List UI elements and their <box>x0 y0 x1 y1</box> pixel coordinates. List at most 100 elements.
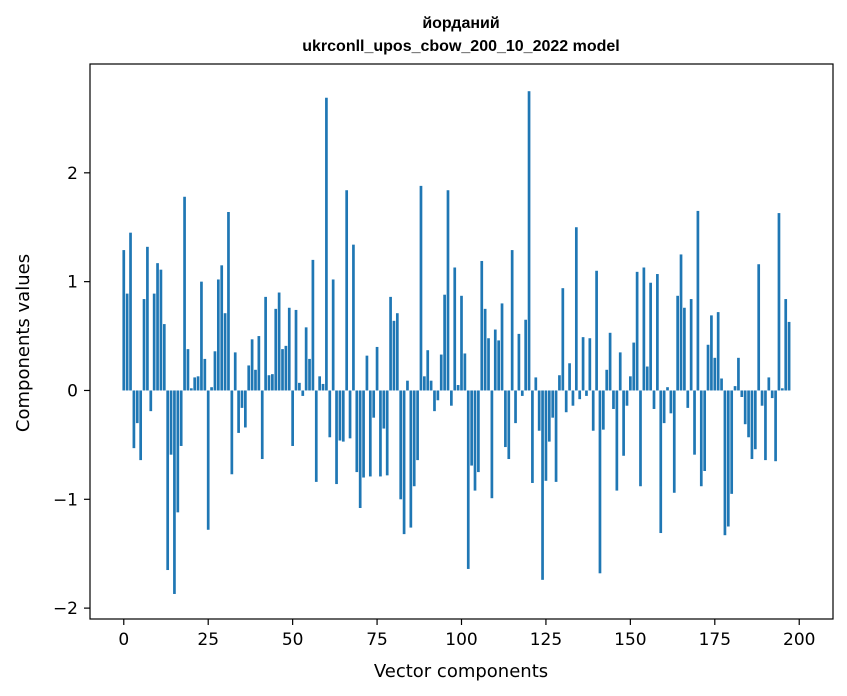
bars-group <box>122 91 791 594</box>
bar-157 <box>652 390 656 409</box>
x-tick-label: 75 <box>366 630 388 650</box>
bar-129 <box>558 375 561 391</box>
bar-11 <box>159 269 163 391</box>
chart-title: йорданий <box>422 15 499 32</box>
bar-3 <box>132 390 136 449</box>
bar-180 <box>730 390 734 494</box>
bar-13 <box>166 390 170 571</box>
bar-179 <box>726 390 730 527</box>
bar-169 <box>693 390 696 455</box>
bar-184 <box>743 390 747 425</box>
bar-163 <box>672 390 676 493</box>
bar-111 <box>497 340 501 391</box>
bar-124 <box>541 390 544 580</box>
bar-60 <box>325 97 328 391</box>
bar-21 <box>193 377 197 391</box>
bar-188 <box>757 264 761 391</box>
bar-56 <box>311 259 315 391</box>
bar-192 <box>770 390 774 399</box>
bar-108 <box>487 338 490 391</box>
bar-50 <box>291 390 294 446</box>
bar-196 <box>784 299 788 391</box>
bar-84 <box>406 380 409 391</box>
y-tick-label: 1 <box>67 273 78 293</box>
bar-39 <box>254 369 257 391</box>
bar-123 <box>537 390 541 431</box>
bar-154 <box>642 267 646 391</box>
bar-29 <box>220 265 224 391</box>
bar-137 <box>585 390 588 396</box>
bar-82 <box>399 390 403 500</box>
bar-162 <box>669 390 673 414</box>
bar-187 <box>753 390 757 450</box>
bar-73 <box>368 390 372 477</box>
bar-107 <box>483 308 487 391</box>
bar-26 <box>210 387 213 391</box>
bar-164 <box>676 295 679 391</box>
bar-168 <box>689 299 693 391</box>
bar-115 <box>510 250 514 391</box>
bar-86 <box>412 390 416 487</box>
bar-161 <box>666 387 669 391</box>
bar-105 <box>477 390 480 473</box>
bar-139 <box>591 390 595 431</box>
bar-131 <box>564 390 568 413</box>
bar-85 <box>409 390 413 528</box>
bar-112 <box>500 303 504 391</box>
bar-81 <box>395 313 399 391</box>
bar-90 <box>426 350 430 391</box>
bar-14 <box>169 390 173 455</box>
bar-80 <box>392 320 396 391</box>
bar-34 <box>237 390 240 433</box>
bar-159 <box>659 390 663 534</box>
bar-101 <box>463 353 467 391</box>
bar-178 <box>723 390 727 536</box>
bar-23 <box>200 281 203 391</box>
x-tick-label: 0 <box>118 630 129 650</box>
x-axis-label: Vector components <box>374 661 548 682</box>
bar-118 <box>520 390 524 396</box>
bar-186 <box>750 390 754 460</box>
bar-61 <box>328 390 332 438</box>
bar-75 <box>375 346 379 391</box>
bar-91 <box>429 380 433 391</box>
bar-76 <box>379 390 382 477</box>
bar-185 <box>747 390 750 438</box>
bar-6 <box>142 299 146 391</box>
bar-143 <box>605 369 609 391</box>
bar-128 <box>554 390 558 482</box>
bar-166 <box>683 307 686 391</box>
bar-95 <box>443 294 446 391</box>
y-axis-label: Components values <box>13 254 34 432</box>
bar-175 <box>713 357 717 391</box>
bar-58 <box>318 376 322 391</box>
bar-197 <box>787 321 791 391</box>
bar-136 <box>581 337 585 391</box>
bar-140 <box>595 270 598 391</box>
bar-176 <box>716 312 720 391</box>
bar-19 <box>186 349 190 391</box>
bar-121 <box>531 390 534 483</box>
bar-177 <box>720 378 723 391</box>
bar-150 <box>629 376 632 391</box>
bar-125 <box>544 390 548 481</box>
x-tick-label: 100 <box>445 630 477 650</box>
bar-133 <box>571 390 575 406</box>
bar-160 <box>662 390 666 424</box>
bar-151 <box>632 342 636 391</box>
bar-171 <box>699 390 703 487</box>
bar-103 <box>470 390 473 466</box>
bar-37 <box>247 365 251 391</box>
bar-0 <box>122 250 126 391</box>
bar-130 <box>561 288 565 391</box>
bar-158 <box>656 274 659 391</box>
bar-167 <box>686 390 690 408</box>
bar-132 <box>568 363 571 391</box>
bar-59 <box>321 383 325 391</box>
bar-195 <box>780 388 784 391</box>
bar-65 <box>341 390 345 442</box>
bar-183 <box>740 390 744 397</box>
bar-102 <box>466 390 470 569</box>
bar-88 <box>419 185 423 391</box>
